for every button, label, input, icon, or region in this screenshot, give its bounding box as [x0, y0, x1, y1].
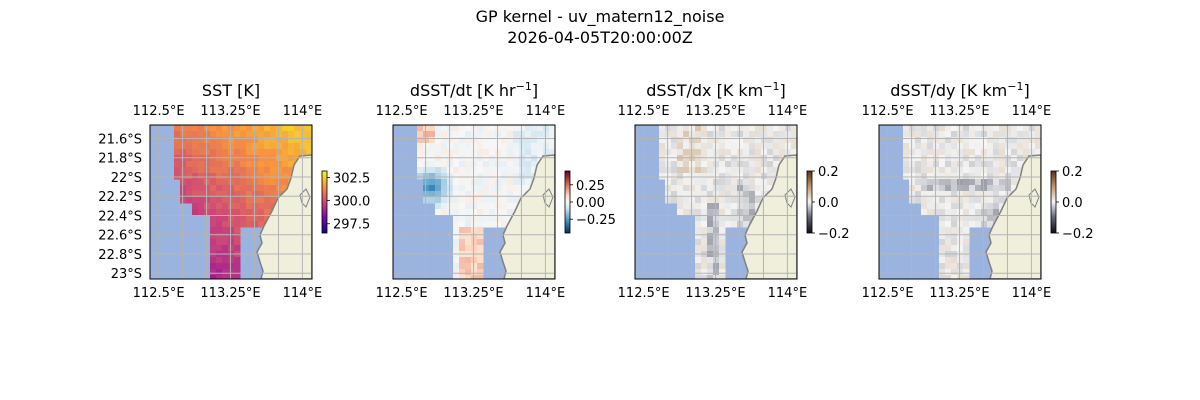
colorbar: 302.5 300.0 297.5 [321, 170, 370, 234]
lon-tick-label-bottom: 114°E [526, 286, 566, 301]
panels: SST [K] 112.5°E 112.5°E 113.25°E 113.25°E 114… [98, 80, 1093, 301]
colorbar-tick-label: −0.25 [576, 213, 616, 228]
lon-tick-label-bottom: 114°E [1012, 286, 1052, 301]
lon-tick-label-top: 114°E [768, 104, 808, 119]
gridlines [150, 125, 312, 279]
lon-tick-label-bottom: 112.5°E [862, 286, 914, 301]
map-frame [878, 124, 1042, 280]
lon-tick-label-bottom: 114°E [768, 286, 808, 301]
colorbar-tick-label: 0.0 [1062, 196, 1083, 211]
lon-tick-label-top: 112.5°E [862, 104, 914, 119]
panel-4: dSST/dy [K km−1] 112.5°E 112.5°E 113.25°E 11… [862, 80, 1094, 301]
colorbar-tick-label: 0.00 [576, 196, 605, 211]
land-mass [499, 154, 555, 279]
panel-title: dSST/dt [K hr−1] [410, 80, 538, 100]
colorbar: 0.25 0.00 −0.25 [564, 170, 616, 234]
gridlines [635, 125, 797, 279]
panel-title: dSST/dy [K km−1] [890, 80, 1029, 100]
lon-tick-label-bottom: 112.5°E [618, 286, 670, 301]
lon-tick-label-top: 114°E [1012, 104, 1052, 119]
colorbar-tick-label: 0.0 [818, 196, 839, 211]
gridlines [879, 125, 1041, 279]
lon-tick-label-bottom: 113.25°E [443, 286, 503, 301]
land-mass [985, 154, 1041, 279]
heatmap-cells [150, 125, 312, 279]
lon-tick-label-top: 112.5°E [618, 104, 670, 119]
colorbar-tick-label: 0.2 [818, 165, 839, 180]
lat-tick-label: 22.6°S [98, 229, 142, 244]
panel-2: dSST/dt [K hr−1] 112.5°E 112.5°E 113.25°E 11… [376, 80, 616, 301]
map-frame [149, 124, 313, 280]
lon-tick-label-top: 112.5°E [133, 104, 185, 119]
lon-tick-label-bottom: 112.5°E [133, 286, 185, 301]
map-frame [392, 124, 556, 280]
colorbar-tick-label: 0.25 [576, 179, 605, 194]
lon-tick-label-top: 114°E [283, 104, 323, 119]
map-frame [634, 124, 798, 280]
colorbar-tick-label: 297.5 [333, 218, 370, 233]
colorbar-tick-label: 302.5 [333, 171, 370, 186]
heatmap-cells [879, 125, 1041, 279]
land-mass [256, 154, 312, 279]
lon-tick-label-bottom: 112.5°E [376, 286, 428, 301]
heatmap-cells [393, 125, 555, 279]
lat-tick-label: 21.6°S [98, 132, 142, 147]
lon-tick-label-bottom: 113.25°E [929, 286, 989, 301]
lon-tick-label-top: 112.5°E [376, 104, 428, 119]
colorbar-tick-label: 300.0 [333, 195, 370, 210]
lon-tick-label-top: 113.25°E [443, 104, 503, 119]
colorbar-tick-label: 0.2 [1062, 165, 1083, 180]
lon-tick-label-top: 113.25°E [685, 104, 745, 119]
colorbar-tick-label: −0.2 [818, 227, 850, 242]
lon-tick-label-top: 114°E [526, 104, 566, 119]
lat-tick-label: 22.2°S [98, 190, 142, 205]
figure-title: GP kernel - uv_matern12_noise [476, 7, 725, 27]
land-mass [741, 154, 797, 279]
lon-tick-label-top: 113.25°E [200, 104, 260, 119]
lat-tick-label: 22.4°S [98, 209, 142, 224]
figure-timestamp: 2026-04-05T20:00:00Z [507, 28, 693, 47]
panel-title: dSST/dx [K km−1] [646, 80, 785, 100]
lon-tick-label-bottom: 113.25°E [200, 286, 260, 301]
lat-tick-label: 21.8°S [98, 152, 142, 167]
colorbar: 0.2 0.0 −0.2 [806, 165, 850, 242]
panel-1: SST [K] 112.5°E 112.5°E 113.25°E 113.25°E 114… [98, 81, 370, 301]
lat-tick-label: 22.8°S [98, 248, 142, 263]
lon-tick-label-bottom: 113.25°E [685, 286, 745, 301]
lon-tick-label-top: 113.25°E [929, 104, 989, 119]
colorbar-tick-label: −0.2 [1062, 227, 1094, 242]
panel-3: dSST/dx [K km−1] 112.5°E 112.5°E 113.25°E 11… [618, 80, 850, 301]
lon-tick-label-bottom: 114°E [283, 286, 323, 301]
colorbar: 0.2 0.0 −0.2 [1050, 165, 1094, 242]
heatmap-cells [635, 125, 797, 279]
lat-tick-label: 22°S [111, 171, 142, 186]
gridlines [393, 125, 555, 279]
panel-title: SST [K] [202, 81, 260, 100]
lat-tick-label: 23°S [111, 267, 142, 282]
